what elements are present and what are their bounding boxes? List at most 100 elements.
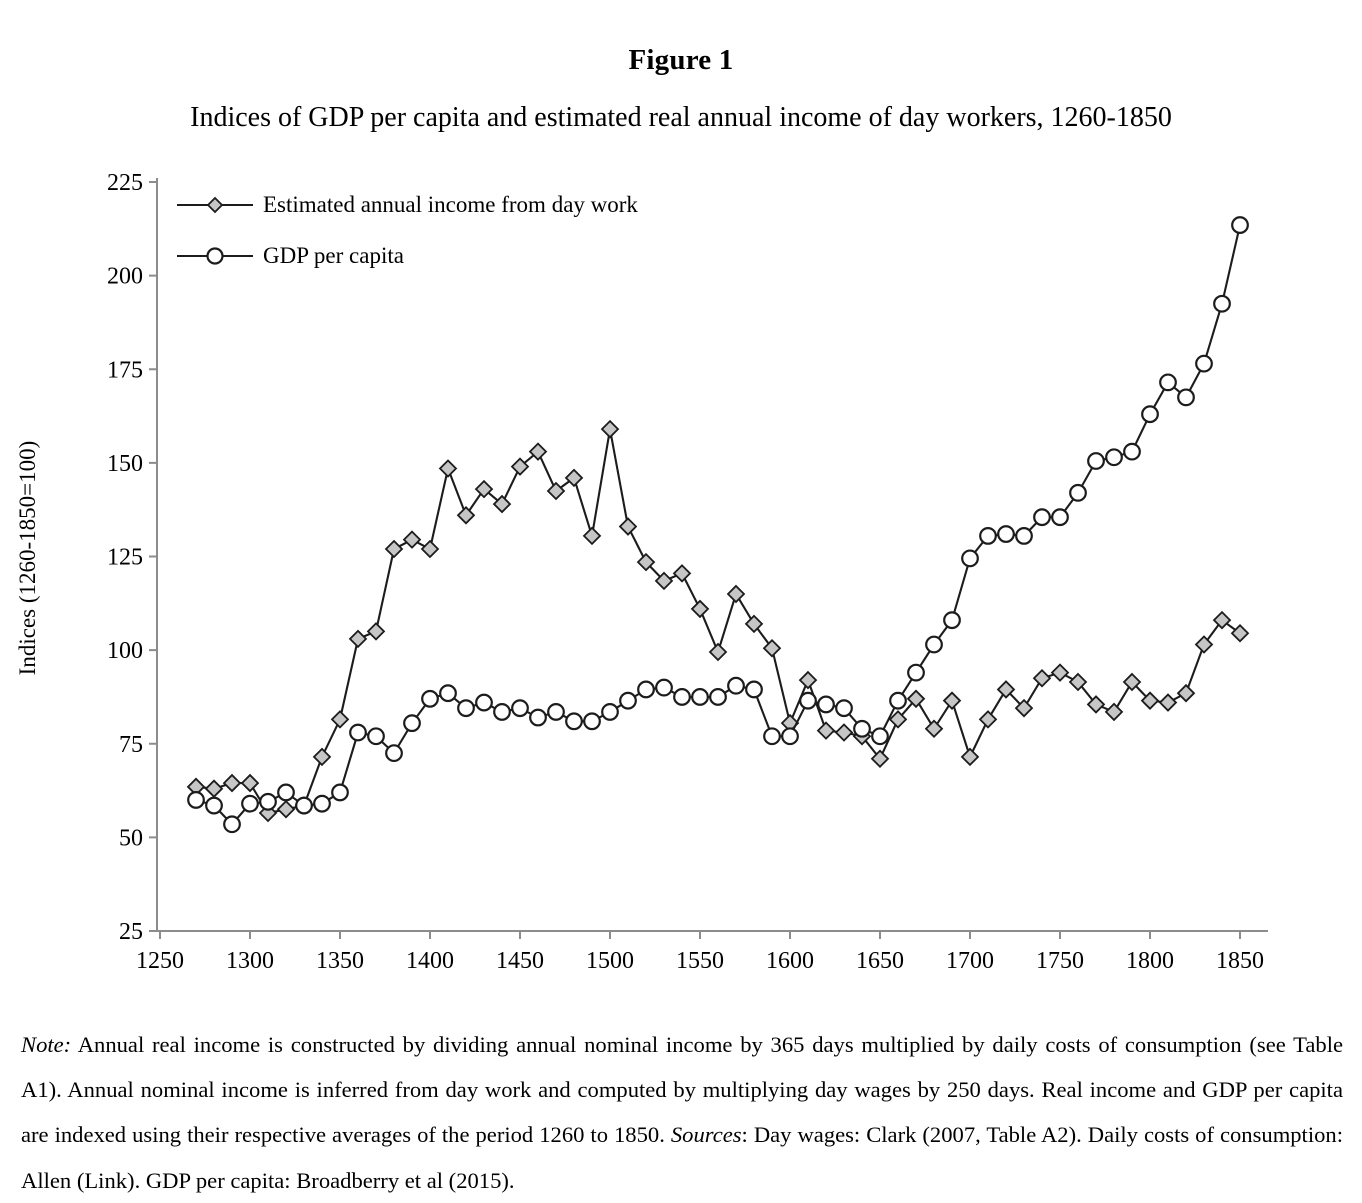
y-tick-label: 25 (119, 919, 143, 945)
gdp-data-point (673, 688, 691, 706)
income-data-point (618, 517, 638, 536)
income-data-point (708, 642, 728, 662)
income-data-point (222, 773, 242, 793)
gdp-data-point (1159, 373, 1177, 392)
gdp-data-point (1033, 508, 1051, 527)
x-tick-label: 1400 (406, 948, 454, 974)
gdp-data-point (925, 635, 943, 654)
gdp-data-point (709, 688, 727, 706)
gdp-data-point (997, 525, 1015, 543)
sources-body: : Day wages: Clark (2007, Table A2). Dai… (21, 1122, 1343, 1193)
note-body: Annual real income is constructed by div… (21, 1032, 1343, 1148)
gdp-data-point (493, 703, 511, 721)
income-data-point (690, 599, 710, 619)
income-data-point (1140, 691, 1160, 710)
income-data-point (276, 800, 296, 819)
income-data-point (204, 779, 224, 798)
gdp-data-point (259, 792, 277, 811)
income-data-point (1212, 610, 1232, 630)
gdp-data-point (979, 527, 997, 545)
gdp-data-point (943, 611, 961, 630)
gdp-data-point (961, 549, 979, 568)
income-data-point (960, 747, 980, 767)
income-data-point (564, 468, 584, 488)
income-data-point (816, 721, 836, 740)
income-data-point (906, 689, 926, 709)
gdp-data-point (1213, 294, 1231, 313)
sources-label: Sources (670, 1122, 742, 1148)
gdp-data-point (295, 796, 313, 815)
y-tick-label: 50 (119, 825, 143, 851)
y-tick-label: 150 (107, 451, 143, 477)
gdp-data-point (799, 691, 817, 710)
income-data-point (1158, 693, 1178, 712)
x-tick-label: 1350 (316, 948, 364, 974)
gdp-data-point (583, 712, 601, 731)
x-tick-label: 1850 (1216, 948, 1264, 974)
income-data-point (330, 710, 350, 729)
y-tick-label: 125 (107, 545, 143, 571)
x-tick-label: 1700 (946, 948, 994, 974)
x-tick-label: 1250 (136, 948, 184, 974)
gdp-data-point (1231, 216, 1249, 234)
income-data-point (888, 710, 908, 729)
income-data-point (1104, 702, 1124, 722)
income-data-point (348, 629, 368, 649)
income-data-point (1050, 663, 1070, 682)
legend-item-income: Estimated annual income from day work (176, 192, 638, 218)
figure-subtitle: Indices of GDP per capita and estimated … (190, 102, 1172, 133)
gdp-data-point (1141, 405, 1159, 424)
legend-label-income: Estimated annual income from day work (263, 192, 638, 217)
income-data-point (312, 747, 332, 767)
income-data-point (654, 571, 674, 591)
gdp-data-point (1105, 448, 1123, 467)
income-data-point (798, 670, 818, 690)
income-data-point (1230, 624, 1250, 643)
income-data-point (996, 680, 1016, 699)
income-data-point (924, 719, 944, 739)
figure-title: Figure 1 (628, 44, 734, 76)
income-data-point (744, 614, 764, 634)
circle-marker-icon (177, 247, 253, 265)
income-data-point (366, 622, 386, 641)
gdp-data-point (475, 693, 493, 712)
x-tick-label: 1800 (1126, 948, 1174, 974)
chart-canvas: 25 50 75 100 125 150 175 200 225 1250 1300 1350 1400… (107, 170, 1268, 974)
income-data-point (978, 710, 998, 729)
income-data-point (402, 530, 422, 549)
gdp-data-point (619, 691, 637, 710)
gdp-data-point (529, 708, 547, 727)
gdp-data-point (1069, 483, 1087, 502)
gdp-data-point (763, 727, 781, 746)
income-data-point (1032, 668, 1052, 688)
gdp-data-point (889, 691, 907, 710)
gdp-data-point (1087, 452, 1105, 470)
income-data-point (600, 419, 620, 439)
note-label: Note: (21, 1032, 72, 1057)
x-tick-label: 1450 (496, 948, 544, 974)
gdp-data-point (745, 680, 763, 699)
gdp-data-point (511, 699, 529, 718)
income-data-point (1194, 635, 1214, 654)
x-tick-label: 1300 (226, 948, 274, 974)
x-tick-label: 1650 (856, 948, 904, 974)
gdp-data-point (1177, 388, 1195, 407)
gdp-data-point (1123, 442, 1141, 461)
income-data-point (762, 638, 782, 658)
income-data-point (258, 803, 278, 823)
gdp-data-point (871, 727, 889, 746)
gdp-data-point (349, 723, 367, 742)
gdp-data-point (457, 699, 475, 718)
y-tick-label: 175 (107, 357, 143, 383)
income-data-point (672, 564, 692, 583)
gdp-data-point (565, 712, 583, 731)
legend-label-gdp: GDP per capita (263, 243, 404, 268)
gdp-data-point (601, 703, 619, 721)
gdp-data-point (547, 703, 565, 721)
y-tick-label: 225 (107, 170, 143, 196)
gdp-data-point (691, 688, 709, 706)
gdp-data-point (421, 689, 439, 708)
income-data-point (726, 584, 746, 604)
gdp-data-point (385, 744, 403, 763)
income-data-point (582, 526, 602, 546)
